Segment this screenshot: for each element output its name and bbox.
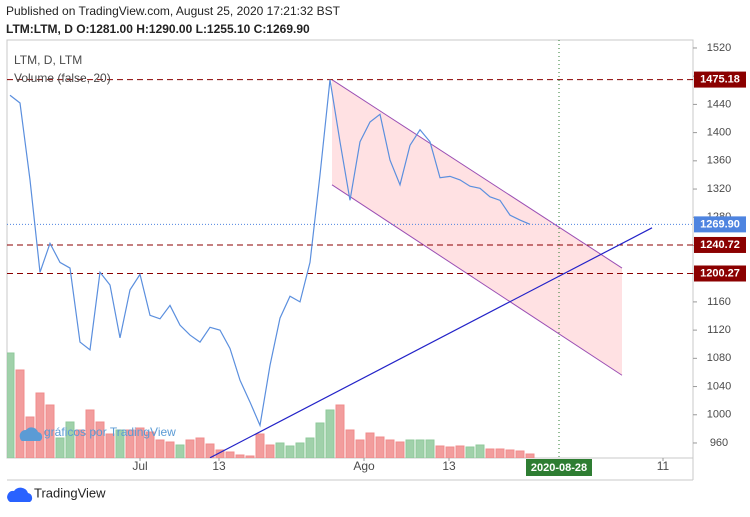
volume-bar: [165, 441, 175, 458]
volume-bar: [315, 422, 325, 458]
price-label: 1475.18: [700, 73, 740, 85]
volume-bar: [435, 445, 445, 458]
volume-bar: [515, 450, 525, 458]
y-tick-label: 1520: [707, 42, 731, 54]
x-tick-label: 11: [657, 459, 670, 473]
volume-bar: [65, 421, 75, 458]
volume-bar: [235, 454, 245, 458]
volume-bar: [105, 433, 115, 458]
volume-bar: [385, 439, 395, 458]
price-label-box: [694, 265, 746, 282]
volume-bar: [375, 436, 385, 458]
volume-bar: [45, 404, 55, 458]
legend-series: LTM, D, LTM: [14, 53, 82, 67]
last-price-box: [694, 216, 746, 233]
volume-bar: [335, 404, 345, 458]
y-tick-label: 1160: [707, 296, 731, 308]
volume-bar: [355, 439, 365, 458]
volume-bar: [305, 437, 315, 458]
volume-bar: [495, 448, 505, 458]
drawing-layer: [7, 40, 693, 458]
channel-lower: [331, 184, 623, 376]
volume-bar: [85, 409, 95, 458]
x-tick-label: Ago: [353, 459, 375, 473]
volume-bar: [295, 442, 305, 458]
y-tick-label: 960: [710, 437, 728, 449]
volume-bar: [485, 448, 495, 458]
volume-bar: [245, 455, 255, 458]
volume-bar: [325, 409, 335, 458]
crosshair-label: 2020-08-28: [531, 462, 587, 474]
branding: TradingView: [7, 485, 106, 502]
branding-text: TradingView: [34, 485, 106, 500]
branding-icon: [7, 487, 33, 502]
price-line: [9, 79, 531, 428]
x-tick-label: 13: [212, 459, 226, 473]
y-tick-label: 1080: [707, 352, 731, 364]
volume-bar: [15, 369, 25, 458]
published-line: Published on TradingView.com, August 25,…: [6, 4, 341, 18]
last-price-label: 1269.90: [700, 218, 740, 230]
volume-bar: [505, 449, 515, 458]
volume-bar: [125, 429, 135, 458]
volume-bar: [55, 437, 65, 458]
ohlc-line: LTM:LTM, D O:1281.00 H:1290.00 L:1255.10…: [6, 22, 310, 36]
volume-bar: [255, 433, 265, 458]
volume-bar: [415, 439, 425, 458]
volume-bar: [145, 431, 155, 458]
volume-bar: [195, 437, 205, 458]
volume-bar: [135, 427, 145, 458]
volume-bar: [95, 421, 105, 458]
volume-bar: [405, 439, 415, 458]
y-tick-label: 1360: [707, 155, 731, 167]
price-label: 1240.72: [700, 239, 740, 251]
channel-upper: [331, 79, 623, 269]
volume-bar: [465, 446, 475, 458]
volume-bar: [475, 444, 485, 458]
volume-bar: [75, 429, 85, 458]
volume-bar: [185, 439, 195, 458]
volume-bar: [285, 445, 295, 458]
volume-bar: [35, 392, 45, 458]
volume-layer: [7, 352, 535, 458]
watermark: gráficos por TradingView: [19, 425, 176, 441]
trend-line: [209, 227, 653, 458]
volume-bar: [225, 451, 235, 458]
y-tick-label: 1320: [707, 183, 731, 195]
volume-bar: [7, 352, 15, 458]
watermark-icon: [19, 427, 43, 441]
volume-bar: [155, 439, 165, 458]
volume-bar: [115, 429, 125, 458]
y-tick-label: 1400: [707, 127, 731, 139]
volume-bar: [525, 453, 535, 458]
volume-bar: [365, 432, 375, 458]
channel-fill: [332, 79, 622, 376]
crosshair-box: [526, 459, 592, 476]
y-tick-label: 1000: [707, 409, 731, 421]
volume-bar: [395, 441, 405, 458]
volume-bar: [265, 444, 275, 458]
volume-bar: [425, 439, 435, 458]
volume-bar: [455, 445, 465, 458]
watermark-text: gráficos por TradingView: [44, 425, 176, 439]
volume-bar: [175, 444, 185, 458]
price-label-box: [694, 71, 746, 88]
price-label-box: [694, 236, 746, 253]
x-tick-label: Jul: [132, 459, 147, 473]
y-tick-label: 1040: [707, 380, 731, 392]
y-tick-label: 1120: [707, 324, 731, 336]
y-tick-label: 1440: [707, 98, 731, 110]
price-label: 1200.27: [700, 267, 740, 279]
volume-bar: [445, 446, 455, 458]
volume-bar: [275, 442, 285, 458]
legend-volume: Volume (false, 20): [14, 71, 111, 85]
volume-bar: [205, 443, 215, 458]
volume-bar: [345, 429, 355, 458]
x-tick-label: 13: [442, 459, 456, 473]
